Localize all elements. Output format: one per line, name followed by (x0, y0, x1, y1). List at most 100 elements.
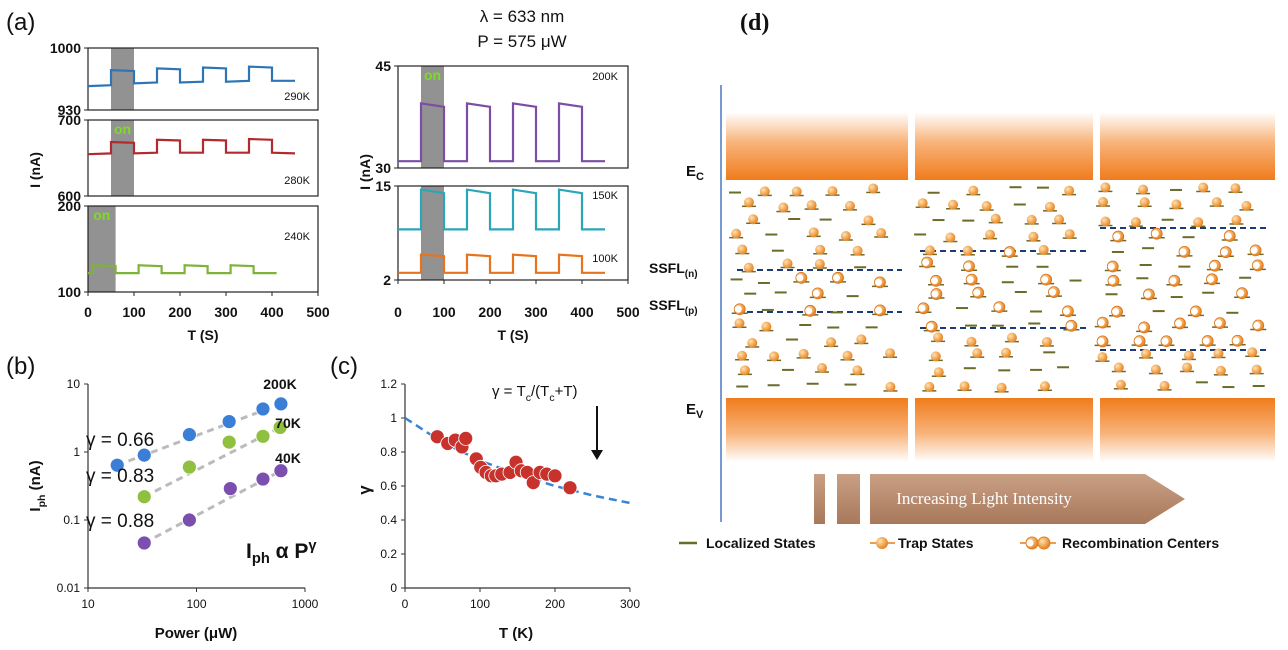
data-point (525, 475, 541, 491)
y-tick-label: 30 (375, 160, 391, 176)
recombination-center (833, 274, 841, 282)
legend-label: Localized States (706, 535, 816, 551)
annotation: γ = 0.88 (86, 511, 154, 532)
data-point (181, 427, 197, 443)
trap-state (748, 214, 759, 225)
trap-state (827, 186, 838, 197)
x-tick-label: 1000 (292, 597, 319, 611)
y-tick-label: 2 (383, 272, 391, 288)
formula-part: +T) (555, 383, 578, 400)
trap-state (826, 337, 837, 348)
trap-state (876, 227, 887, 238)
series-line (87, 65, 295, 88)
series-label: 200K (263, 376, 296, 392)
trap-state (1100, 216, 1111, 227)
trap-state (1097, 352, 1108, 363)
trap-state (948, 199, 959, 210)
trap-state (1211, 197, 1222, 208)
trap-state (924, 245, 935, 256)
series-label: 290K (284, 91, 310, 103)
y-axis-label-part: (nA) (27, 460, 44, 494)
data-point (136, 489, 152, 505)
on-shade (111, 120, 134, 196)
recombination-center (1097, 319, 1105, 327)
x-tick-label: 400 (570, 304, 594, 320)
recombination-center (1202, 337, 1210, 345)
data-point (273, 463, 289, 479)
trap-state (966, 336, 977, 347)
recombination-center (1048, 288, 1056, 296)
recombination-center (1169, 277, 1177, 285)
trap-state (739, 365, 750, 376)
x-tick-label: 200 (545, 597, 565, 611)
y-tick-label: 10 (67, 377, 81, 391)
recombination-center (1112, 308, 1120, 316)
recombination-center (1179, 248, 1187, 256)
on-shade (111, 48, 134, 110)
formula-part: γ (308, 538, 317, 554)
panel-label: (b) (6, 353, 35, 380)
recombination-center (1237, 289, 1245, 297)
panel-label: (a) (6, 9, 35, 36)
y-tick-label: 45 (375, 58, 391, 74)
data-point (136, 535, 152, 551)
data-point (109, 457, 125, 473)
trap-state (1028, 231, 1039, 242)
recombination-center (922, 258, 930, 266)
trap-state (798, 348, 809, 359)
trap-state (806, 200, 817, 211)
y-axis-label: γ (355, 485, 374, 495)
data-point (181, 512, 197, 528)
trap-state (856, 334, 867, 345)
trap-state (985, 229, 996, 240)
x-tick-label: 200 (478, 304, 502, 320)
x-tick-label: 300 (620, 597, 640, 611)
x-axis-label: Power (μW) (155, 625, 238, 642)
recombination-center (805, 307, 813, 315)
y-tick-label: 0.2 (380, 547, 397, 561)
data-point (272, 420, 288, 435)
recombination-center (796, 274, 804, 282)
trap-state (1026, 214, 1037, 225)
y-tick-label: 1.2 (380, 377, 397, 391)
recombination-center (931, 290, 939, 298)
recombination-center (1097, 337, 1105, 345)
recombination-center (874, 278, 882, 286)
recombination-center (1190, 307, 1198, 315)
valence-band (1100, 398, 1275, 462)
y-tick-label: 0.4 (380, 513, 397, 527)
trap-state (1113, 362, 1124, 373)
data-point (255, 471, 271, 487)
trap-state (1064, 229, 1075, 240)
recombination-center (1062, 307, 1070, 315)
recombination-center (1220, 248, 1228, 256)
recombination-center (931, 277, 939, 285)
x-axis-label: T (K) (499, 625, 533, 642)
trap-state (1183, 350, 1194, 361)
ssfl-n-label: SSFL(n) (649, 260, 698, 280)
states (729, 182, 1267, 393)
trap-state (1159, 380, 1170, 391)
y-tick-label: 0.01 (57, 581, 81, 595)
on-label: on (424, 67, 441, 83)
recombination-center (1250, 246, 1258, 254)
recombination-center (926, 323, 934, 331)
trap-state (734, 318, 745, 329)
y-tick-label: 1000 (50, 40, 81, 56)
x-tick-label: 400 (260, 304, 284, 320)
series-line (88, 264, 277, 275)
data-point (255, 401, 271, 417)
recombination-center (812, 289, 820, 297)
x-tick-label: 0 (394, 304, 402, 320)
x-tick-label: 300 (214, 304, 238, 320)
trap-state (1213, 348, 1224, 359)
recombination-center (1161, 337, 1169, 345)
plot-frame (397, 65, 629, 169)
trap-state (959, 381, 970, 392)
y-tick-label: 930 (58, 102, 82, 118)
panel-label: (d) (740, 10, 769, 36)
ec-label: EC (686, 163, 704, 183)
recombination-center (1139, 323, 1147, 331)
trap-state (782, 258, 793, 269)
